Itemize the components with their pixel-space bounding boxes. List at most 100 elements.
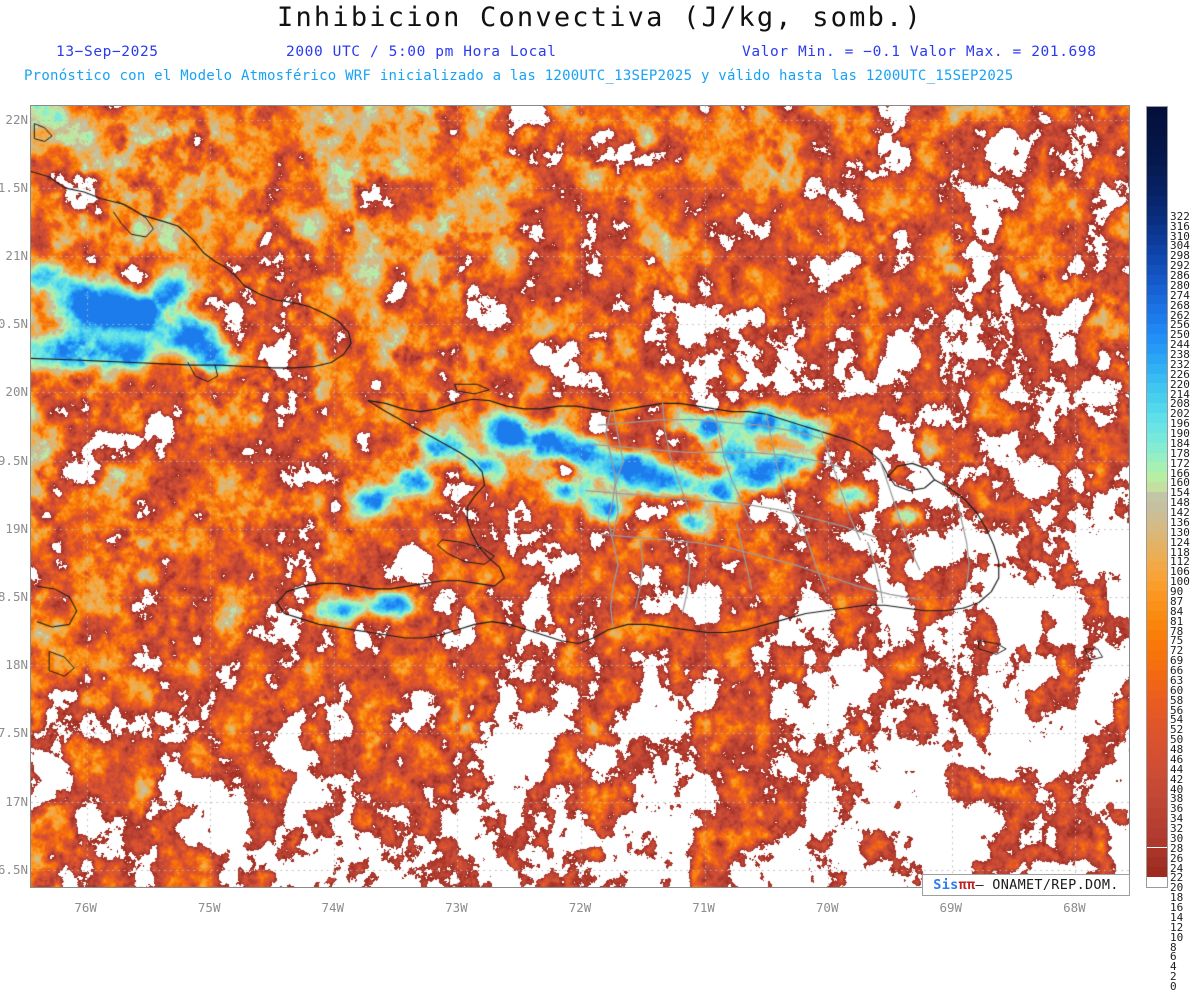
page-title: Inhibicion Convectiva (J/kg, somb.) [277, 2, 923, 33]
colorbar-cell [1147, 748, 1167, 759]
colorbar-tick: 30 [1170, 831, 1184, 845]
colorbar-cell [1147, 215, 1167, 226]
colorbar-tick: 274 [1170, 288, 1190, 302]
header: Inhibicion Convectiva (J/kg, somb.) 13−S… [0, 0, 1200, 96]
colorbar-tick: 244 [1170, 338, 1190, 352]
x-axis-tick: 74W [321, 900, 345, 915]
colorbar-cell [1147, 600, 1167, 611]
map-plot-area [30, 105, 1130, 888]
colorbar-tick: 178 [1170, 446, 1190, 460]
colorbar-tick: 106 [1170, 565, 1190, 579]
colorbar-cell [1147, 235, 1167, 246]
colorbar-tick: 26 [1170, 851, 1184, 865]
colorbar-cell [1147, 304, 1167, 315]
colorbar-cell [1147, 699, 1167, 710]
colorbar-cell [1147, 551, 1167, 562]
colorbar-tick: 58 [1170, 693, 1184, 707]
colorbar-cell [1147, 837, 1167, 848]
colorbar-tick: 63 [1170, 673, 1184, 687]
colorbar-cell [1147, 136, 1167, 147]
colorbar-tick: 232 [1170, 357, 1190, 371]
colorbar-cell [1147, 383, 1167, 394]
colorbar-cell [1147, 758, 1167, 769]
colorbar-tick: 54 [1170, 713, 1184, 727]
colorbar-cell [1147, 531, 1167, 542]
colorbar-cell [1147, 719, 1167, 729]
y-axis-tick: 22N [5, 111, 28, 127]
colorbar-tick: 34 [1170, 812, 1184, 826]
colorbar-cell [1147, 205, 1167, 216]
colorbar-tick: 10 [1170, 930, 1184, 944]
colorbar-tick: 100 [1170, 575, 1190, 589]
colorbar-cell [1147, 452, 1167, 463]
colorbar-cell [1147, 107, 1167, 117]
y-axis-tick: 0.5N [0, 316, 28, 332]
colorbar-cell [1147, 373, 1167, 384]
colorbar-tick: 42 [1170, 772, 1184, 786]
colorbar-cell [1147, 324, 1167, 335]
colorbar-cell [1147, 314, 1167, 325]
y-axis-tick: 18N [5, 657, 28, 673]
colorbar-tick: 69 [1170, 654, 1184, 668]
colorbar-tick: 52 [1170, 723, 1184, 737]
colorbar-tick: 202 [1170, 407, 1190, 421]
colorbar-tick: 298 [1170, 249, 1190, 263]
colorbar-tick: 84 [1170, 604, 1184, 618]
colorbar-tick: 226 [1170, 367, 1190, 381]
colorbar-tick: 250 [1170, 328, 1190, 342]
colorbar-tick: 172 [1170, 456, 1190, 470]
colorbar-tick: 256 [1170, 318, 1190, 332]
colorbar-cell [1147, 413, 1167, 423]
colorbar-tick: 22 [1170, 871, 1184, 885]
colorbar-tick: 142 [1170, 506, 1190, 520]
colorbar-cell [1147, 679, 1167, 690]
colorbar-tick: 87 [1170, 594, 1184, 608]
colorbar-cell [1147, 363, 1167, 374]
colorbar-cell [1147, 176, 1167, 186]
colorbar-cell [1147, 580, 1167, 591]
colorbar-cell [1147, 146, 1167, 157]
colorbar-tick: 75 [1170, 634, 1184, 648]
colorbar-cell [1147, 442, 1167, 453]
colorbar-cell [1147, 156, 1167, 167]
colorbar-cell [1147, 482, 1167, 493]
forecast-date: 13−Sep−2025 [56, 44, 159, 60]
colorbar-tick: 44 [1170, 762, 1184, 776]
colorbar-cell [1147, 669, 1167, 680]
y-axis-tick: 19N [5, 520, 28, 536]
colorbar-cell [1147, 195, 1167, 206]
x-axis-tick: 68W [1063, 900, 1086, 915]
colorbar-cell [1147, 738, 1167, 749]
colorbar-cell [1147, 501, 1167, 512]
colorbar-tick: 112 [1170, 555, 1190, 569]
colorbar-cell [1147, 778, 1167, 789]
x-axis-tick: 70W [815, 900, 839, 915]
colorbar-tick: 48 [1170, 743, 1184, 757]
colorbar [1146, 106, 1168, 888]
colorbar-cell [1147, 255, 1167, 265]
colorbar-cell [1147, 294, 1167, 305]
colorbar-tick: 160 [1170, 476, 1190, 490]
colorbar-tick-labels: 0 2 4 6 8 10 12 14 16 18 20 22 24 26 28 30 32 34 36 38 40 42 4… [1170, 100, 1200, 992]
colorbar-tick: 130 [1170, 525, 1190, 539]
colorbar-tick: 118 [1170, 545, 1190, 559]
x-axis-tick: 72W [568, 900, 592, 915]
colorbar-tick: 81 [1170, 614, 1184, 628]
colorbar-tick: 166 [1170, 466, 1190, 480]
colorbar-tick: 316 [1170, 219, 1190, 233]
colorbar-tick: 78 [1170, 624, 1184, 638]
y-axis-tick: 9.5N [0, 452, 28, 468]
colorbar-cell [1147, 245, 1167, 256]
colorbar-cell [1147, 689, 1167, 700]
colorbar-cell [1147, 640, 1167, 651]
colorbar-cell [1147, 610, 1167, 621]
colorbar-tick: 322 [1170, 209, 1190, 223]
y-axis-tick: 1.5N [0, 179, 28, 195]
colorbar-cell [1147, 817, 1167, 828]
colorbar-cell [1147, 571, 1167, 581]
colorbar-cell [1147, 808, 1167, 818]
colorbar-tick: 280 [1170, 278, 1190, 292]
colorbar-tick: 24 [1170, 861, 1184, 875]
colorbar-tick: 286 [1170, 269, 1190, 283]
colorbar-tick: 262 [1170, 308, 1190, 322]
